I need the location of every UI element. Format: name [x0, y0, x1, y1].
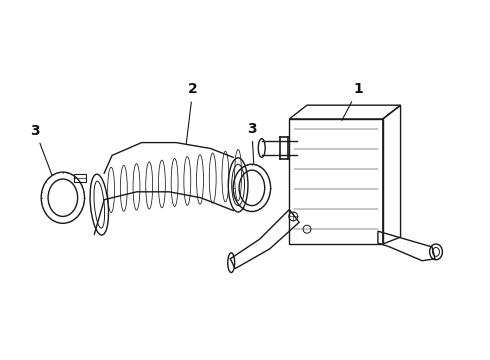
Text: 3: 3 — [30, 124, 52, 175]
Text: 3: 3 — [247, 122, 257, 163]
Text: 1: 1 — [342, 82, 363, 121]
Text: 2: 2 — [186, 82, 197, 144]
